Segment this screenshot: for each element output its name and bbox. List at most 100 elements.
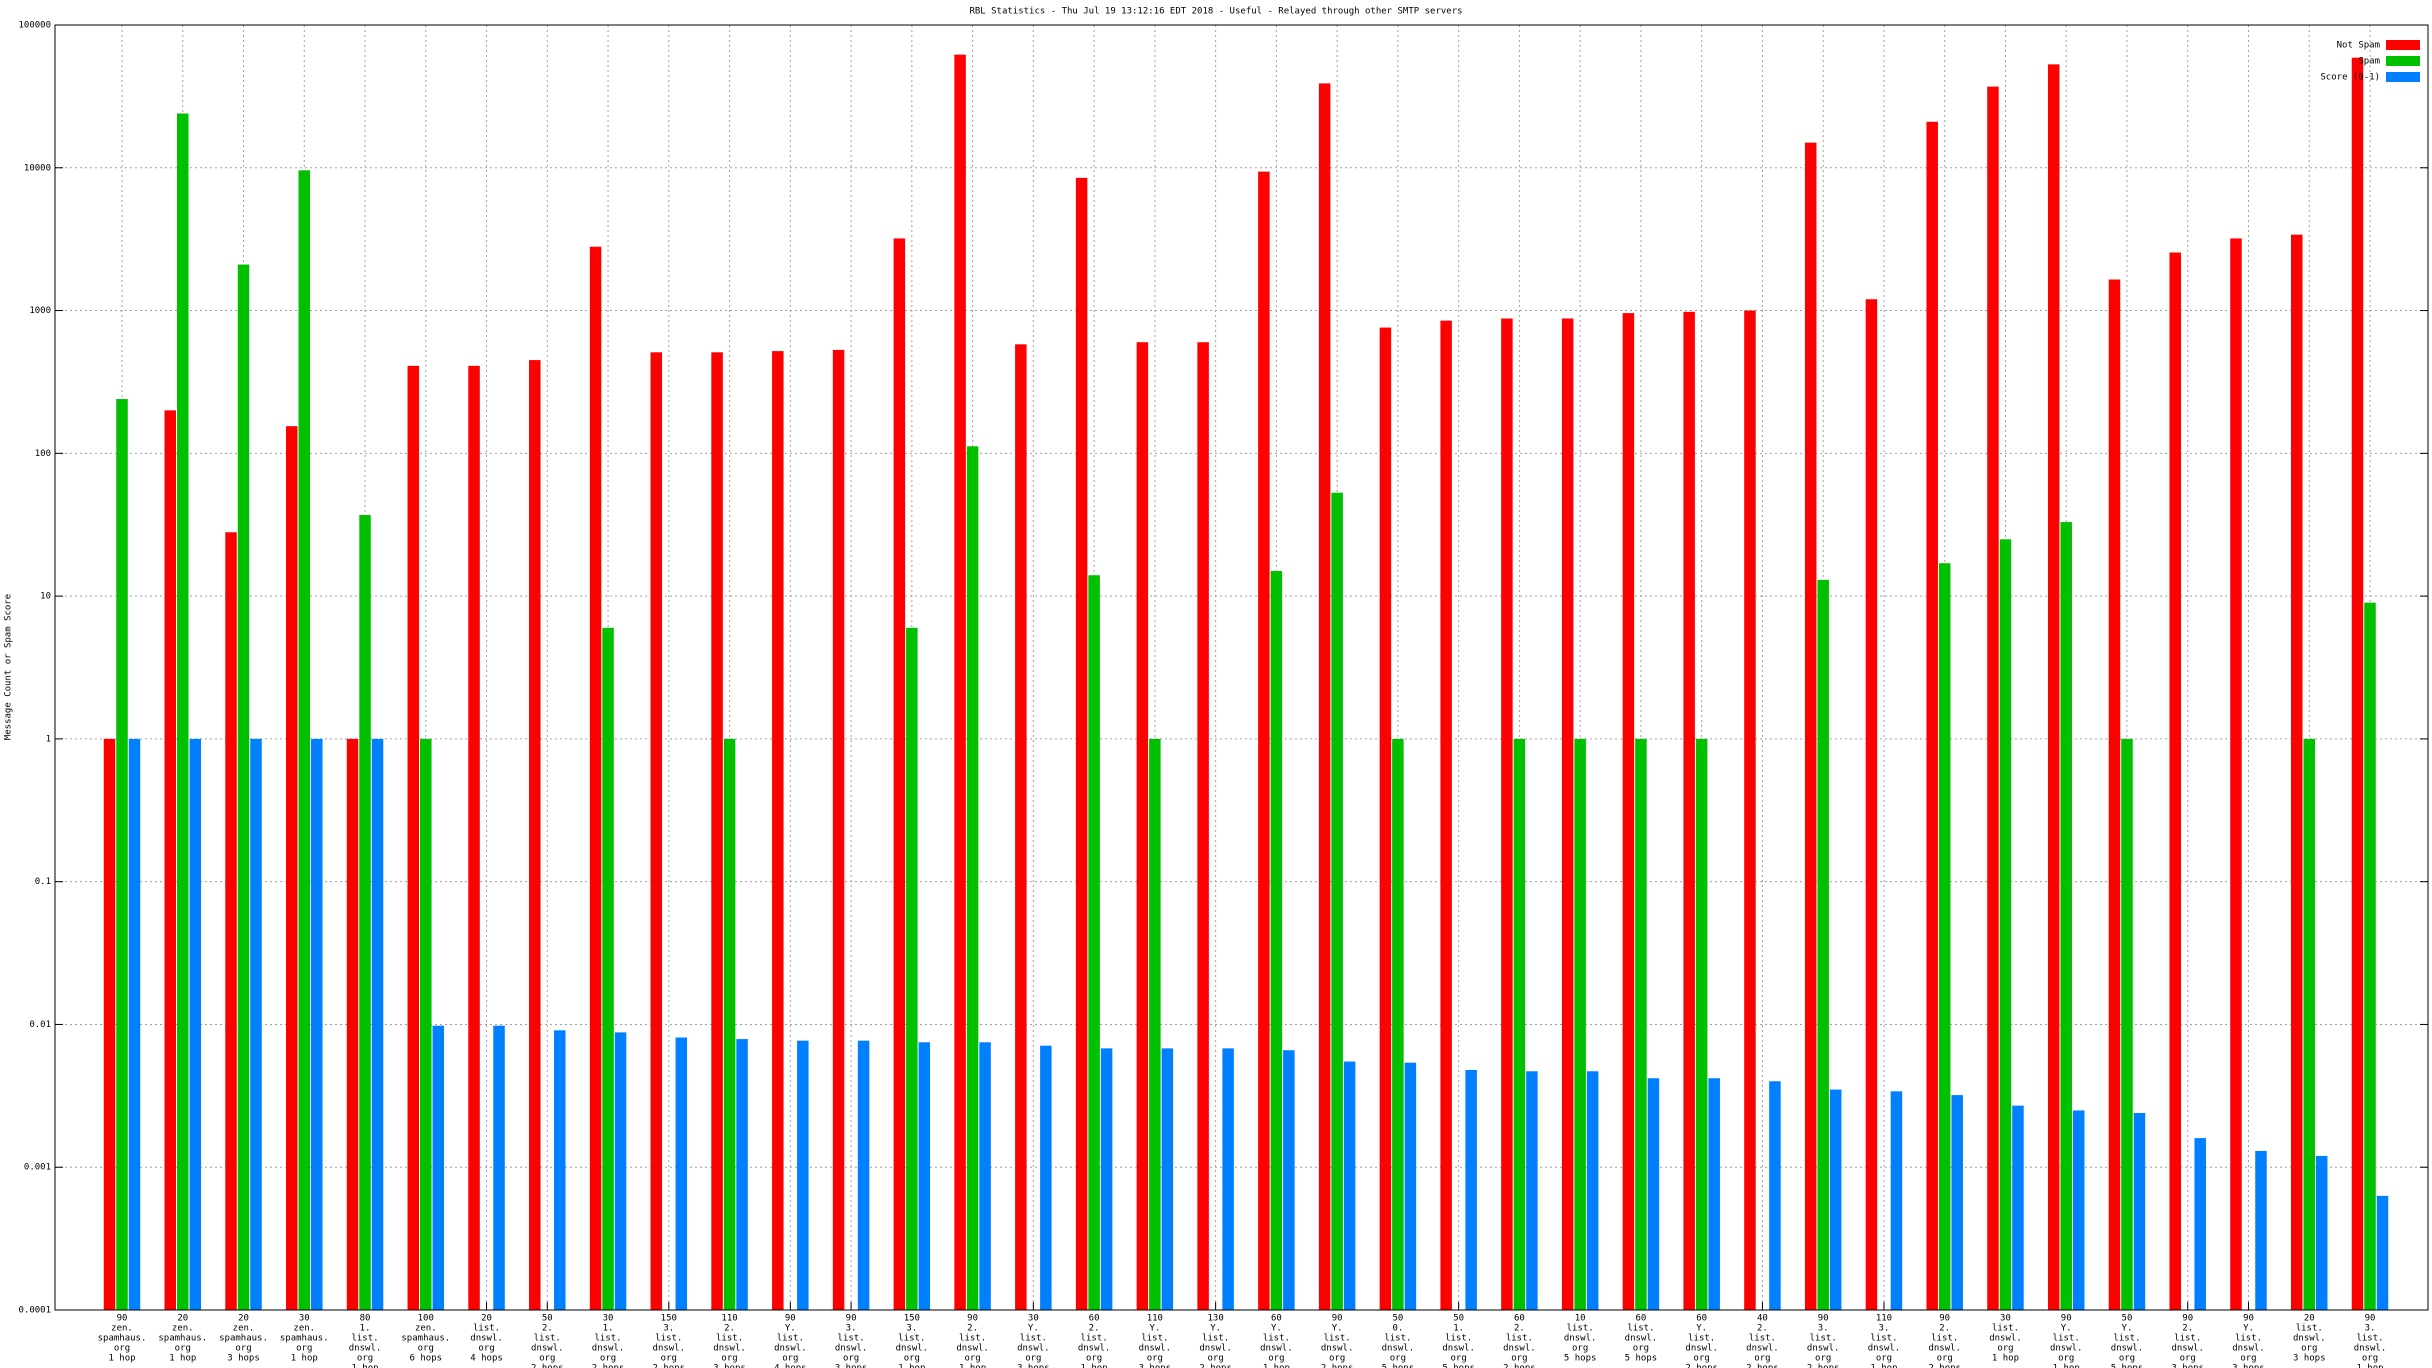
x-tick-label: 3 hops	[227, 1354, 260, 1364]
bar	[1865, 299, 1878, 1310]
x-tick-label: Y.	[2243, 1324, 2254, 1334]
x-tick-label: dnswl.	[1382, 1344, 1415, 1354]
x-tick-label: 1.	[1453, 1324, 1464, 1334]
bar	[468, 365, 480, 1310]
x-tick-label: org	[1329, 1354, 1345, 1364]
x-tick-label: Y.	[1149, 1324, 1160, 1334]
x-tick-label: list.	[2356, 1334, 2383, 1344]
x-tick-label: 2.	[1089, 1324, 1100, 1334]
x-tick-label: list.	[2053, 1334, 2080, 1344]
bar	[554, 1030, 566, 1310]
x-tick-label: dnswl.	[713, 1344, 746, 1354]
bar	[1635, 738, 1647, 1310]
x-tick-label: zen.	[172, 1324, 194, 1334]
x-tick-label: 90	[1939, 1314, 1950, 1324]
bar	[602, 627, 614, 1310]
legend-label: Not Spam	[2337, 41, 2380, 51]
x-tick-label: org	[175, 1344, 191, 1354]
bar	[1015, 344, 1027, 1311]
x-tick-label: 5 hops	[1625, 1354, 1658, 1364]
bar	[1258, 171, 1270, 1311]
x-tick-label: 60	[1271, 1314, 1282, 1324]
x-tick-label: dnswl.	[1625, 1334, 1658, 1344]
y-axis-label: Message Count or Spam Score	[4, 594, 14, 740]
x-tick-label: org	[1025, 1354, 1041, 1364]
x-tick-label: dnswl.	[896, 1344, 929, 1354]
bar	[250, 738, 262, 1310]
x-tick-label: 3.	[846, 1324, 857, 1334]
bar	[1331, 492, 1343, 1310]
x-tick-label: list.	[2113, 1334, 2140, 1344]
x-tick-label: org	[843, 1354, 859, 1364]
x-tick-label: org	[661, 1354, 677, 1364]
bar	[2230, 238, 2242, 1310]
x-tick-label: 1 hop	[1992, 1354, 2019, 1364]
y-tick-label: 10000	[24, 163, 51, 173]
x-tick-label: list.	[838, 1334, 865, 1344]
x-tick-label: 1 hop	[2053, 1364, 2080, 1368]
x-tick-label: dnswl.	[1503, 1344, 1536, 1354]
x-tick-label: 130	[1207, 1314, 1223, 1324]
x-tick-label: org	[782, 1354, 798, 1364]
bar	[893, 238, 906, 1310]
x-tick-label: org	[964, 1354, 980, 1364]
x-tick-label: 2.	[724, 1324, 735, 1334]
bar	[1526, 1071, 1538, 1310]
x-tick-label: 90	[1332, 1314, 1343, 1324]
bar	[650, 352, 663, 1310]
x-tick-label: dnswl.	[1199, 1344, 1232, 1354]
bar	[736, 1039, 748, 1310]
x-tick-label: list.	[2296, 1324, 2323, 1334]
x-tick-label: org	[1997, 1344, 2013, 1354]
x-tick-label: org	[296, 1344, 312, 1354]
bar	[1404, 1062, 1417, 1310]
bar	[723, 738, 736, 1310]
x-tick-label: list.	[959, 1334, 986, 1344]
x-tick-label: dnswl.	[1868, 1344, 1901, 1354]
bar	[1561, 318, 1574, 1311]
x-tick-label: dnswl.	[1685, 1344, 1718, 1354]
x-tick-label: org	[1694, 1354, 1710, 1364]
x-tick-label: 90	[2061, 1314, 2072, 1324]
bar	[1513, 738, 1526, 1310]
legend-label: Spam	[2358, 57, 2380, 67]
bar	[2133, 1112, 2146, 1310]
x-tick-label: dnswl.	[1989, 1334, 2022, 1344]
x-tick-label: 2 hops	[1685, 1364, 1718, 1368]
bar	[407, 365, 420, 1310]
x-tick-label: org	[1572, 1344, 1588, 1354]
x-tick-label: 50	[1392, 1314, 1403, 1324]
x-tick-label: 3.	[2365, 1324, 2376, 1334]
x-tick-label: 3 hops	[713, 1364, 746, 1368]
x-tick-label: 2 hops	[1928, 1364, 1961, 1368]
x-tick-label: org	[235, 1344, 251, 1354]
x-tick-label: dnswl.	[1260, 1344, 1293, 1354]
x-tick-label: dnswl.	[1078, 1344, 1111, 1354]
x-tick-label: list.	[2235, 1334, 2262, 1344]
x-tick-label: org	[600, 1354, 616, 1364]
x-tick-label: org	[1511, 1354, 1527, 1364]
x-tick-label: org	[539, 1354, 555, 1364]
x-tick-label: org	[1268, 1354, 1284, 1364]
bar	[1440, 320, 1452, 1311]
x-tick-label: 1 hop	[1870, 1364, 1897, 1368]
x-tick-label: org	[1815, 1354, 1831, 1364]
x-tick-label: list.	[595, 1334, 622, 1344]
x-tick-label: spamhaus.	[280, 1334, 329, 1344]
bar	[1829, 1089, 1842, 1310]
x-tick-label: dnswl.	[956, 1344, 989, 1354]
bar	[2376, 1195, 2389, 1310]
x-tick-label: 1 hop	[959, 1364, 986, 1368]
x-tick-label: 30	[2000, 1314, 2011, 1324]
bar	[286, 426, 298, 1310]
bar	[1999, 539, 2012, 1310]
x-tick-label: 3.	[906, 1324, 917, 1334]
x-tick-label: dnswl.	[2171, 1344, 2204, 1354]
x-tick-label: 1 hop	[291, 1354, 318, 1364]
x-tick-label: org	[721, 1354, 737, 1364]
x-tick-label: dnswl.	[2354, 1344, 2387, 1354]
x-tick-label: 2.	[542, 1324, 553, 1334]
bar	[1088, 575, 1100, 1310]
x-tick-label: Y.	[1028, 1324, 1039, 1334]
